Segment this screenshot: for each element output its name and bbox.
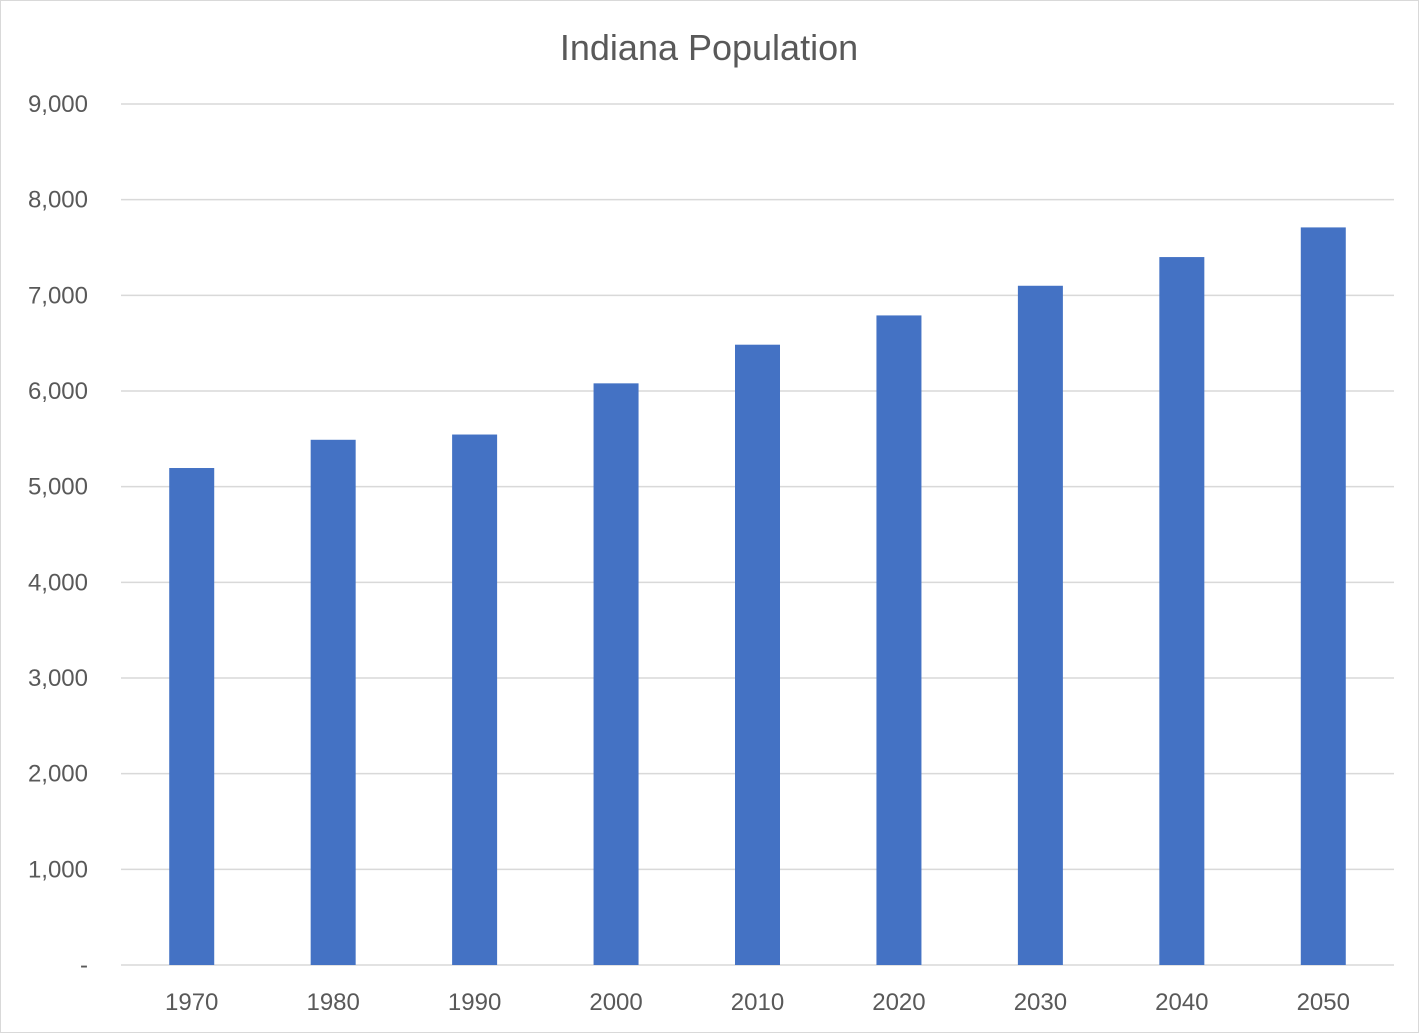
bar-1970 xyxy=(169,468,215,965)
bar-1990 xyxy=(452,434,498,965)
x-tick-label: 1980 xyxy=(306,989,359,1016)
y-tick-label: 6,000 xyxy=(28,378,88,405)
y-tick-label: 3,000 xyxy=(28,665,88,692)
y-tick-label: 1,000 xyxy=(28,856,88,883)
y-tick-label: 5,000 xyxy=(28,474,88,501)
x-tick-label: 2010 xyxy=(731,989,784,1016)
bar-2050 xyxy=(1300,227,1346,965)
y-tick-label: - xyxy=(80,952,88,979)
bar-2040 xyxy=(1159,257,1205,966)
x-tick-label: 2000 xyxy=(589,989,642,1016)
bar-2000 xyxy=(593,383,639,965)
y-tick-label: 7,000 xyxy=(28,282,88,309)
x-tick-label: 1990 xyxy=(448,989,501,1016)
chart-title: Indiana Population xyxy=(560,27,858,68)
bar-2010 xyxy=(735,344,780,965)
y-axis-ticks: - 1,000 2,000 3,000 4,000 5,000 6,000 7,000 8,00… xyxy=(28,91,88,979)
x-tick-label: 2030 xyxy=(1014,989,1067,1016)
bar-2030 xyxy=(1017,285,1063,965)
bar-2020 xyxy=(876,315,922,965)
bars xyxy=(169,227,1346,966)
x-tick-label: 2050 xyxy=(1297,989,1350,1016)
bar-1980 xyxy=(310,439,356,965)
x-tick-label: 2020 xyxy=(872,989,925,1016)
x-tick-label: 2040 xyxy=(1155,989,1208,1016)
y-tick-label: 2,000 xyxy=(28,761,88,788)
x-axis-ticks: 1970 1980 1990 2000 2010 2020 2030 2040 2050 xyxy=(165,989,1350,1016)
y-tick-label: 8,000 xyxy=(28,187,88,214)
y-tick-label: 9,000 xyxy=(28,91,88,118)
x-tick-label: 1970 xyxy=(165,989,218,1016)
y-tick-label: 4,000 xyxy=(28,569,88,596)
